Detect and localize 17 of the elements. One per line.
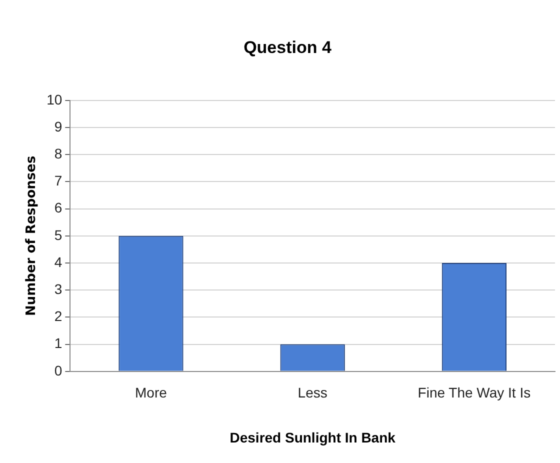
y-tick-label: 3 — [54, 280, 62, 297]
y-tick-label: 0 — [54, 362, 62, 378]
x-tick-label: More — [135, 384, 168, 401]
y-tick-label: 7 — [54, 172, 62, 189]
x-tick-label: Less — [298, 384, 328, 401]
y-tick-label: 4 — [54, 254, 62, 270]
y-tick-label: 6 — [54, 200, 62, 216]
x-tick-label: Fine The Way It Is — [418, 384, 531, 401]
chart-title: Question 4 — [244, 38, 332, 57]
y-axis-title: Number of Responses — [24, 156, 40, 316]
y-tick-label: 2 — [54, 308, 62, 324]
y-tick-label: 10 — [46, 91, 62, 108]
y-tick-label: 9 — [54, 118, 62, 134]
x-axis-title: Desired Sunlight In Bank — [230, 429, 396, 446]
y-tick-label: 1 — [54, 335, 62, 352]
y-tick-label: 8 — [54, 145, 62, 162]
y-tick-label: 5 — [54, 226, 62, 243]
